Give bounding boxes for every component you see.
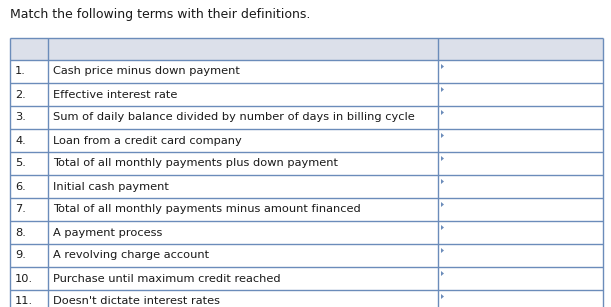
Text: Sum of daily balance divided by number of days in billing cycle: Sum of daily balance divided by number o…: [53, 112, 415, 122]
Text: 1.: 1.: [15, 67, 26, 76]
Polygon shape: [441, 64, 444, 69]
Text: Purchase until maximum credit reached: Purchase until maximum credit reached: [53, 274, 280, 283]
Text: Initial cash payment: Initial cash payment: [53, 181, 169, 192]
Text: Effective interest rate: Effective interest rate: [53, 90, 177, 99]
Text: 3.: 3.: [15, 112, 26, 122]
Text: 5.: 5.: [15, 158, 26, 169]
Text: A revolving charge account: A revolving charge account: [53, 251, 209, 261]
Bar: [10, 198, 603, 221]
Bar: [10, 221, 603, 244]
Polygon shape: [441, 133, 444, 138]
Bar: [10, 129, 603, 152]
Text: Loan from a credit card company: Loan from a credit card company: [53, 135, 242, 146]
Text: 8.: 8.: [15, 227, 26, 238]
Text: 10.: 10.: [15, 274, 33, 283]
Text: 11.: 11.: [15, 297, 33, 306]
Polygon shape: [441, 294, 444, 299]
Text: 7.: 7.: [15, 204, 26, 215]
Text: 2.: 2.: [15, 90, 26, 99]
Bar: [10, 83, 603, 106]
Text: Cash price minus down payment: Cash price minus down payment: [53, 67, 240, 76]
Polygon shape: [441, 271, 444, 276]
Bar: [10, 244, 603, 267]
Polygon shape: [441, 156, 444, 161]
Bar: [10, 152, 603, 175]
Text: 4.: 4.: [15, 135, 26, 146]
Text: Total of all monthly payments plus down payment: Total of all monthly payments plus down …: [53, 158, 338, 169]
Bar: [10, 290, 603, 307]
Text: 6.: 6.: [15, 181, 26, 192]
Polygon shape: [441, 202, 444, 207]
Text: Doesn't dictate interest rates: Doesn't dictate interest rates: [53, 297, 220, 306]
Bar: [10, 38, 603, 60]
Bar: [10, 267, 603, 290]
Polygon shape: [441, 110, 444, 115]
Polygon shape: [441, 248, 444, 253]
Text: 9.: 9.: [15, 251, 26, 261]
Text: A payment process: A payment process: [53, 227, 163, 238]
Bar: [10, 175, 603, 198]
Text: Match the following terms with their definitions.: Match the following terms with their def…: [10, 8, 310, 21]
Polygon shape: [441, 179, 444, 184]
Polygon shape: [441, 87, 444, 92]
Bar: [10, 60, 603, 83]
Text: Total of all monthly payments minus amount financed: Total of all monthly payments minus amou…: [53, 204, 360, 215]
Bar: [10, 106, 603, 129]
Polygon shape: [441, 225, 444, 230]
